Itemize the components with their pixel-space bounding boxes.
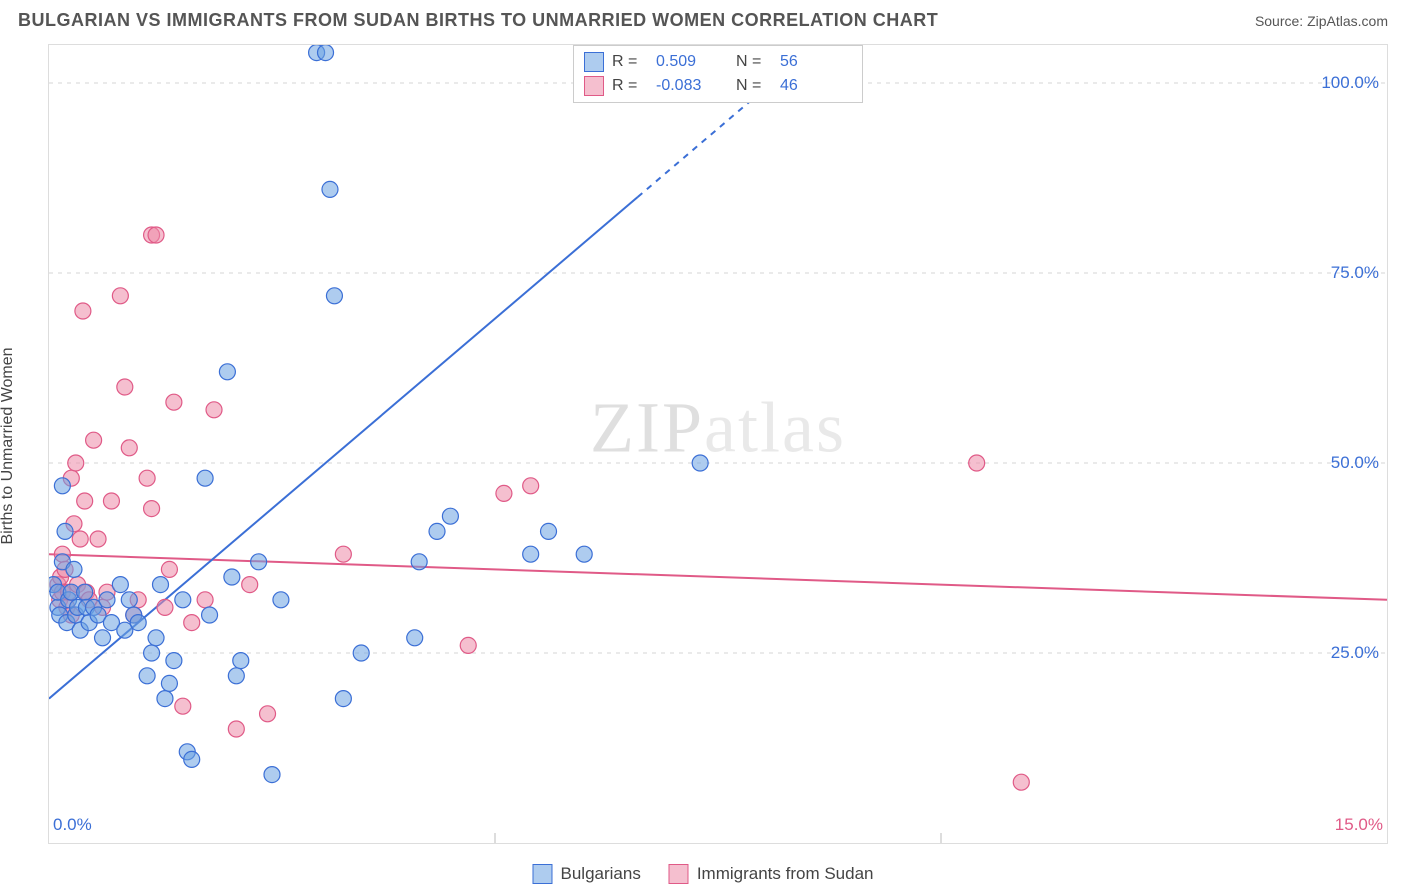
- x-tick-label: 0.0%: [53, 815, 92, 835]
- n-value-a: 56: [780, 50, 852, 74]
- swatch-series-a-bottom: [532, 864, 552, 884]
- swatch-series-a: [584, 52, 604, 72]
- legend-item-a: Bulgarians: [532, 864, 640, 884]
- series-legend: Bulgarians Immigrants from Sudan: [532, 864, 873, 884]
- legend-label-a: Bulgarians: [560, 864, 640, 884]
- chart-area: ZIPatlas R = 0.509 N = 56 R = -0.083 N =…: [48, 44, 1388, 844]
- r-value-a: 0.509: [656, 50, 728, 74]
- r-value-b: -0.083: [656, 74, 728, 98]
- y-tick-label: 25.0%: [1331, 643, 1379, 663]
- y-tick-label: 100.0%: [1321, 73, 1379, 93]
- scatter-plot: [49, 45, 1387, 843]
- x-tick-label: 15.0%: [1335, 815, 1383, 835]
- y-tick-label: 75.0%: [1331, 263, 1379, 283]
- chart-title: BULGARIAN VS IMMIGRANTS FROM SUDAN BIRTH…: [18, 10, 938, 31]
- legend-item-b: Immigrants from Sudan: [669, 864, 874, 884]
- swatch-series-b: [584, 76, 604, 96]
- legend-row-series-a: R = 0.509 N = 56: [584, 50, 852, 74]
- legend-label-b: Immigrants from Sudan: [697, 864, 874, 884]
- y-tick-label: 50.0%: [1331, 453, 1379, 473]
- legend-row-series-b: R = -0.083 N = 46: [584, 74, 852, 98]
- correlation-legend: R = 0.509 N = 56 R = -0.083 N = 46: [573, 45, 863, 103]
- n-value-b: 46: [780, 74, 852, 98]
- y-axis-label: Births to Unmarried Women: [0, 347, 17, 544]
- source-attribution: Source: ZipAtlas.com: [1255, 13, 1388, 29]
- swatch-series-b-bottom: [669, 864, 689, 884]
